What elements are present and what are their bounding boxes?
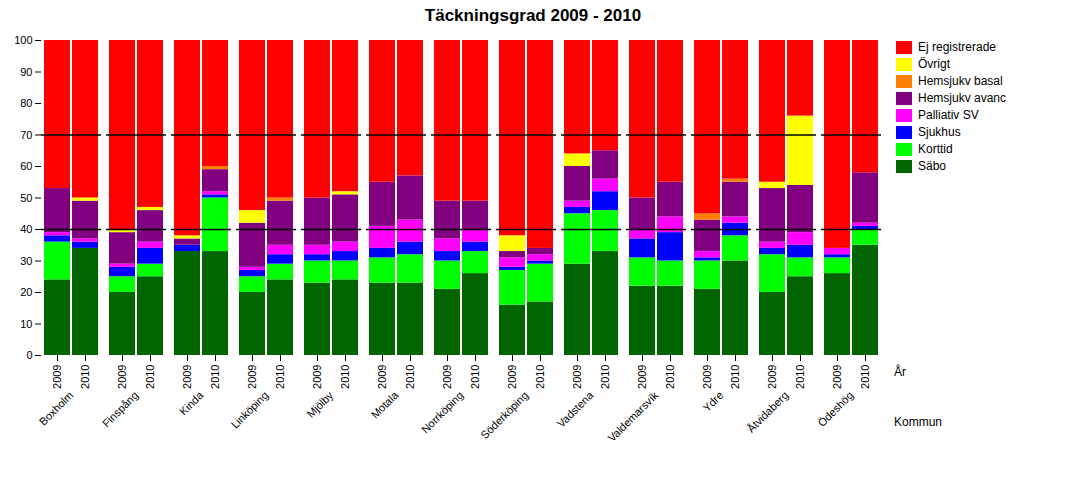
svg-text:100: 100 — [14, 34, 32, 46]
svg-text:2010: 2010 — [79, 365, 91, 389]
svg-text:2010: 2010 — [209, 365, 221, 389]
svg-text:2009: 2009 — [181, 365, 193, 389]
svg-text:Åtvidaberg: Åtvidaberg — [745, 389, 791, 435]
svg-text:Mjölby: Mjölby — [304, 389, 335, 420]
svg-text:2009: 2009 — [636, 365, 648, 389]
svg-text:10: 10 — [20, 318, 32, 330]
svg-text:2009: 2009 — [246, 365, 258, 389]
html-text:Hemsjukv basal: Hemsjukv basal — [918, 74, 1003, 88]
svg-text:Ödeshög: Ödeshög — [815, 389, 855, 429]
svg-text:2009: 2009 — [116, 365, 128, 389]
svg-text:Motala: Motala — [369, 388, 401, 420]
svg-text:2010: 2010 — [664, 365, 676, 389]
svg-text:2010: 2010 — [274, 365, 286, 389]
svg-text:2009: 2009 — [831, 365, 843, 389]
svg-text:90: 90 — [20, 66, 32, 78]
svg-text:Finspång: Finspång — [100, 389, 140, 429]
svg-text:2010: 2010 — [729, 365, 741, 389]
html-text:Korttid: Korttid — [918, 142, 953, 156]
svg-text:2009: 2009 — [51, 365, 63, 389]
svg-text:Linköping: Linköping — [229, 389, 271, 431]
svg-text:20: 20 — [20, 286, 32, 298]
svg-text:2010: 2010 — [794, 365, 806, 389]
svg-text:2009: 2009 — [506, 365, 518, 389]
html-text:Kommun: Kommun — [894, 415, 942, 429]
svg-text:Boxholm: Boxholm — [37, 389, 76, 428]
svg-text:2009: 2009 — [376, 365, 388, 389]
svg-text:30: 30 — [20, 255, 32, 267]
html-text:Övrigt: Övrigt — [918, 57, 950, 71]
svg-text:Norrköping: Norrköping — [419, 389, 466, 436]
svg-text:Kinda: Kinda — [177, 388, 206, 417]
svg-text:0: 0 — [26, 349, 32, 361]
svg-text:80: 80 — [20, 97, 32, 109]
svg-text:2010: 2010 — [859, 365, 871, 389]
svg-text:Vadstena: Vadstena — [555, 388, 596, 429]
svg-text:Ydre: Ydre — [700, 389, 725, 414]
svg-text:2010: 2010 — [469, 365, 481, 389]
svg-text:Valdemarsvík: Valdemarsvík — [605, 389, 660, 444]
svg-text:2009: 2009 — [311, 365, 323, 389]
svg-text:2010: 2010 — [534, 365, 546, 389]
svg-text:2009: 2009 — [441, 365, 453, 389]
svg-text:2010: 2010 — [144, 365, 156, 389]
svg-text:70: 70 — [20, 129, 32, 141]
svg-text:40: 40 — [20, 223, 32, 235]
html-text:Hemsjukv avanc: Hemsjukv avanc — [918, 91, 1006, 105]
html-text:År: År — [894, 365, 906, 379]
svg-text:50: 50 — [20, 192, 32, 204]
svg-text:60: 60 — [20, 160, 32, 172]
svg-text:2010: 2010 — [404, 365, 416, 389]
html-text:Täckningsgrad 2009 - 2010: Täckningsgrad 2009 - 2010 — [424, 6, 642, 25]
html-text:Sjukhus: Sjukhus — [918, 125, 961, 139]
html-text:Ej registrerade: Ej registrerade — [918, 40, 996, 54]
html-text:Palliativ SV: Palliativ SV — [918, 108, 979, 122]
svg-text:2010: 2010 — [339, 365, 351, 389]
svg-text:Söderköping: Söderköping — [478, 389, 530, 441]
svg-text:2010: 2010 — [599, 365, 611, 389]
svg-text:2009: 2009 — [766, 365, 778, 389]
svg-text:2009: 2009 — [571, 365, 583, 389]
html-text:Säbo: Säbo — [918, 159, 946, 173]
svg-text:2009: 2009 — [701, 365, 713, 389]
